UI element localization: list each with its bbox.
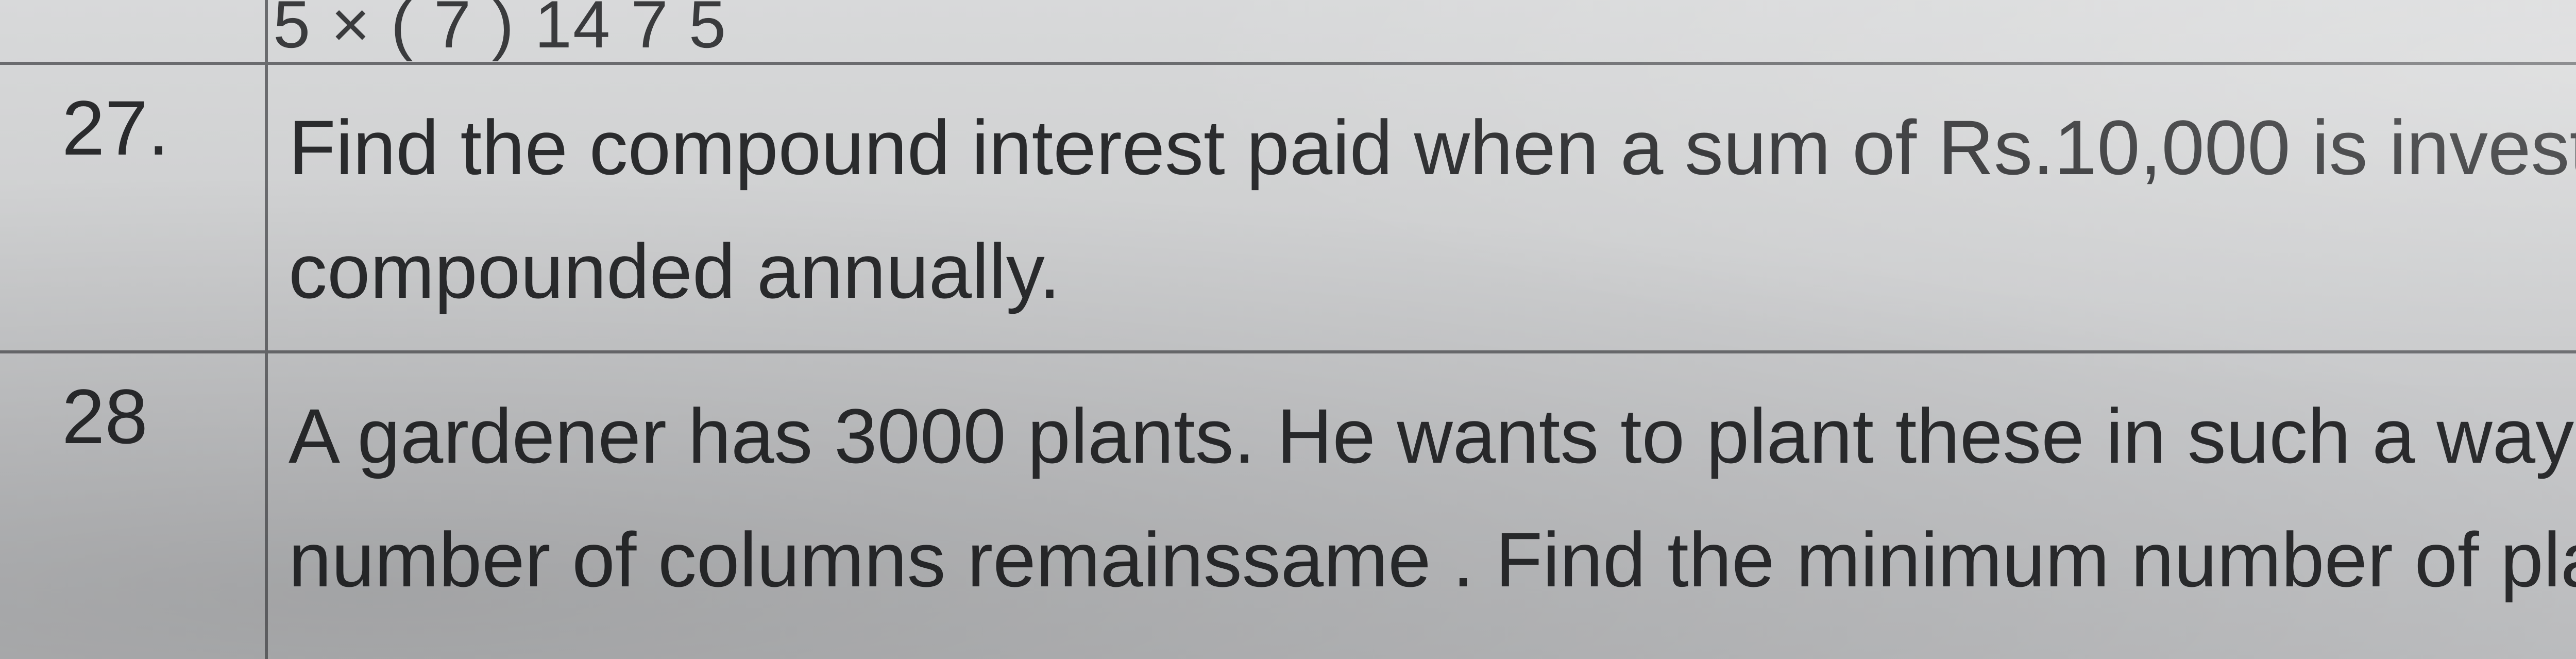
table-row: 27. Find the compound interest paid when… xyxy=(0,62,2576,350)
question-text-cell: A gardener has 3000 plants. He wants to … xyxy=(268,353,2576,659)
question-number: 28 xyxy=(62,374,148,459)
partial-previous-row: 5 × ( 7 ) 14 7 5 xyxy=(0,0,2576,62)
worksheet-page: 5 × ( 7 ) 14 7 5 27. Find the compound i… xyxy=(0,0,2576,659)
question-number-cell: 27. xyxy=(0,65,268,350)
question-number: 27. xyxy=(62,86,170,171)
question-number-cell: 28 xyxy=(0,353,268,659)
question-text-cell: Find the compound interest paid when a s… xyxy=(268,65,2576,350)
table-row: 28 A gardener has 3000 plants. He wants … xyxy=(0,350,2576,659)
partial-expression: 5 × ( 7 ) 14 7 5 xyxy=(268,0,727,58)
question-text: Find the compound interest paid when a s… xyxy=(289,86,2576,333)
question-text: A gardener has 3000 plants. He wants to … xyxy=(289,374,2576,621)
column-divider-partial xyxy=(265,0,268,62)
